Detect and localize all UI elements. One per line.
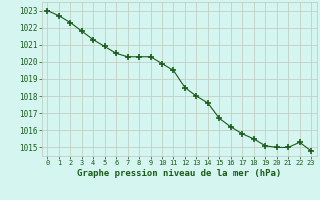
X-axis label: Graphe pression niveau de la mer (hPa): Graphe pression niveau de la mer (hPa)	[77, 169, 281, 178]
